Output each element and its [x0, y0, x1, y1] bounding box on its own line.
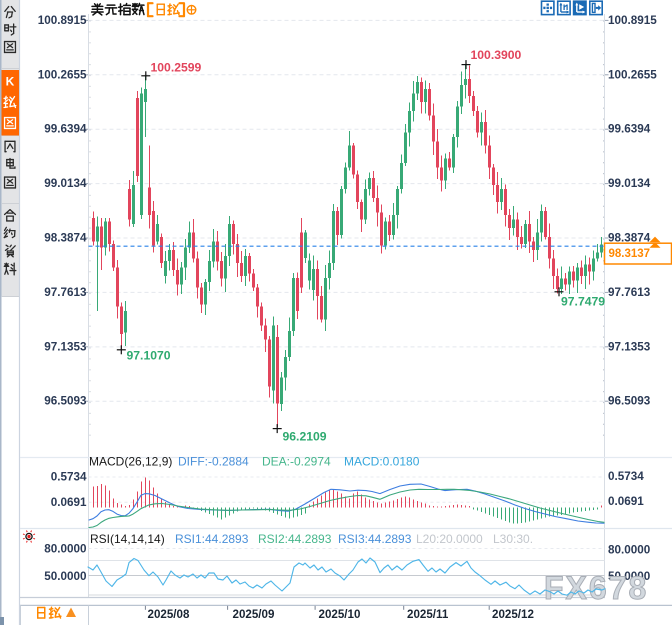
svg-text:100.8915: 100.8915 [38, 14, 87, 27]
svg-text:DEA:-0.2974: DEA:-0.2974 [262, 455, 331, 469]
svg-text:2025/08: 2025/08 [148, 608, 190, 621]
svg-text:100.2599: 100.2599 [151, 61, 202, 75]
svg-text:98.3137: 98.3137 [609, 248, 651, 260]
svg-text:MACD(26,12,9): MACD(26,12,9) [89, 455, 172, 469]
svg-text:100.2655: 100.2655 [608, 68, 657, 81]
svg-text:97.7613: 97.7613 [44, 286, 87, 299]
svg-text:50.0000: 50.0000 [608, 570, 651, 583]
svg-text:RSI1:44.2893: RSI1:44.2893 [175, 532, 249, 546]
svg-text:98.3874: 98.3874 [608, 232, 651, 245]
svg-text:96.5093: 96.5093 [44, 395, 87, 408]
svg-text:99.0134: 99.0134 [44, 177, 87, 190]
svg-text:L30:30.: L30:30. [493, 532, 533, 546]
svg-text:97.1353: 97.1353 [608, 340, 651, 353]
svg-text:96.5093: 96.5093 [608, 395, 651, 408]
svg-text:97.7613: 97.7613 [608, 286, 651, 299]
svg-text:99.6394: 99.6394 [608, 123, 651, 136]
svg-text:99.6394: 99.6394 [44, 123, 87, 136]
svg-text:2025/10: 2025/10 [319, 608, 361, 621]
svg-text:97.7479: 97.7479 [561, 295, 605, 309]
svg-text:K: K [6, 75, 15, 89]
svg-text:L20:20.0000: L20:20.0000 [416, 532, 483, 546]
svg-text:MACD:0.0180: MACD:0.0180 [344, 455, 420, 469]
svg-text:80.0000: 80.0000 [44, 543, 87, 556]
svg-text:0.5734: 0.5734 [51, 471, 87, 484]
svg-text:2025/11: 2025/11 [407, 608, 449, 621]
svg-text:2025/12: 2025/12 [492, 608, 534, 621]
svg-text:0.0691: 0.0691 [51, 496, 87, 509]
svg-text:DIFF:-0.2884: DIFF:-0.2884 [178, 455, 249, 469]
svg-text:100.2655: 100.2655 [38, 68, 87, 81]
svg-text:FX678: FX678 [544, 570, 648, 606]
svg-text:97.1353: 97.1353 [44, 340, 87, 353]
svg-text:0.0691: 0.0691 [608, 495, 644, 508]
svg-text:RSI3:44.2893: RSI3:44.2893 [338, 532, 412, 546]
svg-text:100.8915: 100.8915 [608, 14, 657, 27]
svg-text:98.3874: 98.3874 [44, 232, 87, 245]
svg-text:80.0000: 80.0000 [608, 544, 651, 557]
svg-text:100.3900: 100.3900 [471, 48, 522, 62]
svg-text:RSI2:44.2893: RSI2:44.2893 [258, 532, 332, 546]
svg-text:0.5734: 0.5734 [608, 470, 644, 483]
svg-text:2025/09: 2025/09 [233, 608, 275, 621]
svg-text:99.0134: 99.0134 [608, 177, 651, 190]
svg-text:96.2109: 96.2109 [283, 430, 327, 444]
svg-text:50.0000: 50.0000 [44, 570, 87, 583]
svg-text:RSI(14,14,14): RSI(14,14,14) [90, 532, 165, 546]
svg-text:97.1070: 97.1070 [127, 349, 171, 363]
